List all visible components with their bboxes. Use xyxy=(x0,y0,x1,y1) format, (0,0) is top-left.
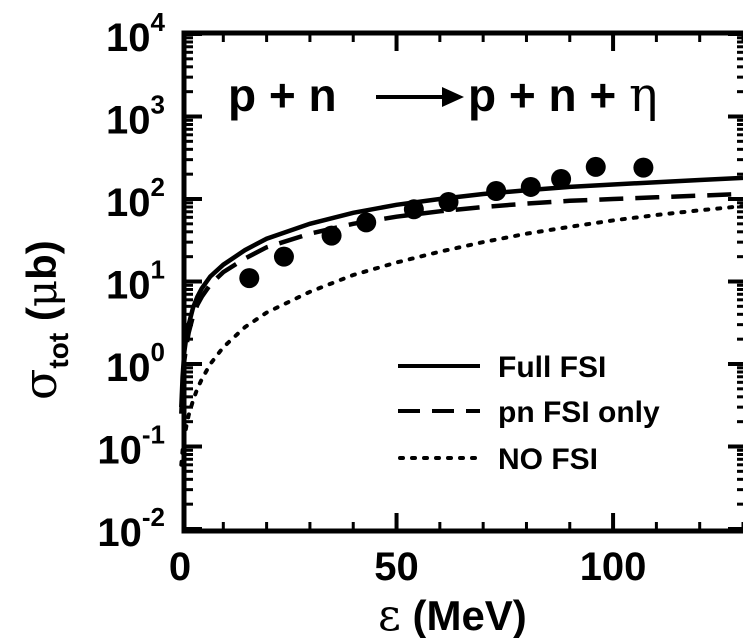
y-tick-label-base: 10 xyxy=(97,511,142,555)
x-axis-symbol: ε xyxy=(378,590,401,638)
data-point xyxy=(356,212,377,233)
y-axis-mu: μ xyxy=(17,280,66,307)
data-point xyxy=(551,168,572,189)
series-line-no-fsi xyxy=(179,204,743,467)
y-tick-label: 10-1 xyxy=(97,420,165,473)
y-tick-label-base: 10 xyxy=(106,181,151,225)
y-tick-label-base: 10 xyxy=(106,99,151,143)
legend-label-full-fsi: Full FSI xyxy=(498,351,606,384)
y-tick-label-exponent: -2 xyxy=(142,502,165,532)
y-tick-label-exponent: 1 xyxy=(151,255,165,285)
data-point xyxy=(321,225,342,246)
y-tick-label-base: 10 xyxy=(106,264,151,308)
legend-label-no-fsi: NO FSI xyxy=(498,443,598,476)
x-tick-label: 100 xyxy=(580,545,647,589)
data-point xyxy=(486,181,507,202)
y-tick-label-exponent: -1 xyxy=(142,420,165,450)
y-axis-subscript: tot xyxy=(43,333,74,369)
y-axis-sigma: σ xyxy=(13,369,67,400)
reaction-lhs: p + n xyxy=(228,69,337,121)
y-axis-unit-open: ( xyxy=(18,307,65,333)
data-point xyxy=(403,199,424,220)
model-curves xyxy=(179,175,743,467)
y-tick-label-exponent: 2 xyxy=(151,172,165,202)
legend-label-pn-fsi-only: pn FSI only xyxy=(498,396,660,429)
x-axis-unit: (MeV) xyxy=(401,592,527,638)
y-tick-label-base: 10 xyxy=(106,346,151,390)
legend: Full FSI pn FSI only NO FSI xyxy=(398,351,660,476)
series-line-pn-fsi-only xyxy=(179,191,743,414)
y-axis-unit-close: b) xyxy=(18,240,65,280)
y-tick-label-exponent: 3 xyxy=(151,90,165,120)
y-tick-label: 103 xyxy=(106,90,165,143)
axis-ticks xyxy=(184,32,743,531)
y-tick-label: 101 xyxy=(106,255,165,308)
data-points xyxy=(239,156,654,289)
data-point xyxy=(438,191,459,212)
y-tick-label: 100 xyxy=(106,337,165,390)
data-point xyxy=(520,176,541,197)
data-point xyxy=(273,246,294,267)
y-axis-title: σtot (μb) xyxy=(13,240,74,400)
x-tick-label: 0 xyxy=(169,545,191,589)
y-tick-label: 102 xyxy=(106,172,165,225)
y-tick-label: 104 xyxy=(106,7,166,60)
y-tick-label-base: 10 xyxy=(97,429,142,473)
y-tick-label: 10-2 xyxy=(97,502,165,555)
x-tick-label: 50 xyxy=(374,545,419,589)
reaction-eta-symbol: η xyxy=(629,67,658,123)
reaction-arrow xyxy=(376,87,464,107)
data-point xyxy=(633,157,654,178)
x-tick-labels: 0 50 100 xyxy=(169,545,647,589)
data-point xyxy=(585,156,606,177)
x-axis-title: ε (MeV) xyxy=(378,590,527,638)
data-point xyxy=(239,268,260,289)
y-tick-label-base: 10 xyxy=(106,16,151,60)
reaction-rhs-text: p + n + xyxy=(468,69,629,121)
reaction-rhs: p + n + η xyxy=(468,67,658,123)
y-tick-label-exponent: 4 xyxy=(151,7,166,37)
series-line-full-fsi xyxy=(179,175,743,408)
y-tick-label-exponent: 0 xyxy=(151,337,165,367)
